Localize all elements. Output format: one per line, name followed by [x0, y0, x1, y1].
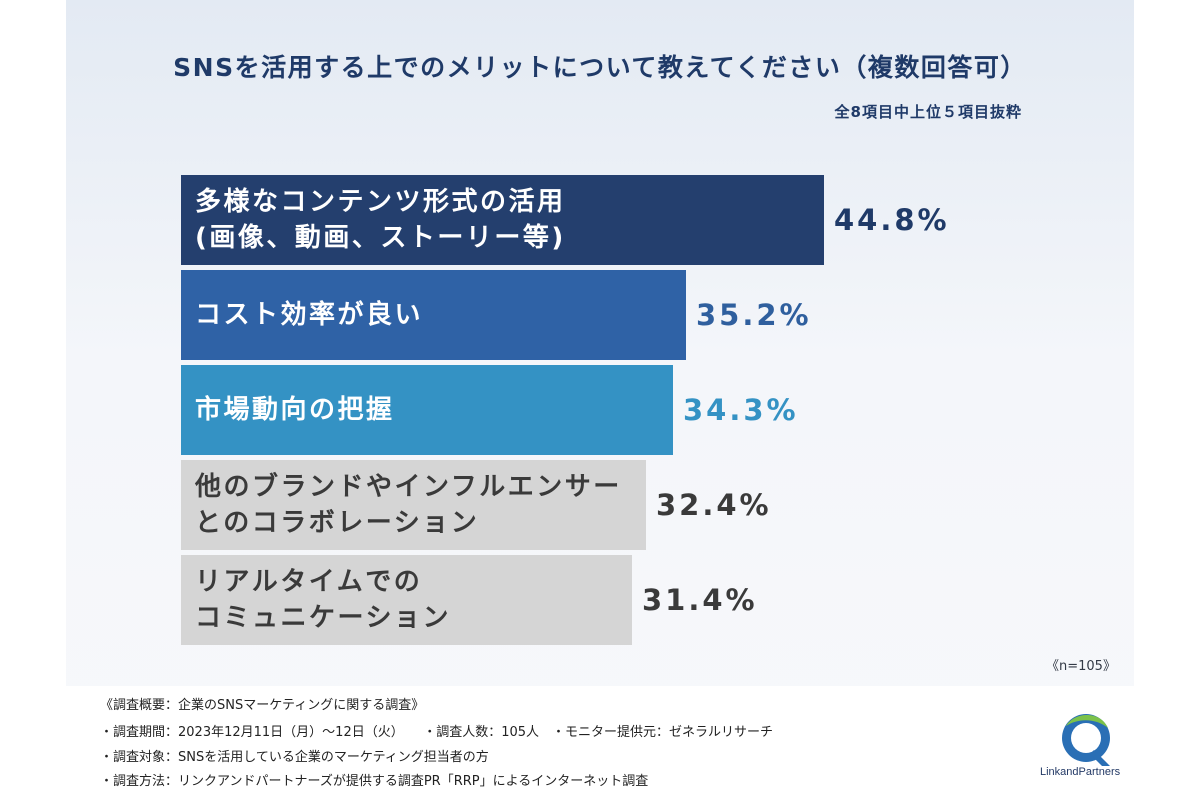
bar-label: コスト効率が良い [195, 299, 424, 330]
bar: 多様なコンテンツ形式の活用 (画像、動画、ストーリー等) [181, 175, 824, 265]
bar: 他のブランドやインフルエンサー とのコラボレーション [181, 460, 646, 550]
survey-footer: 《調査概要：企業のSNSマーケティングに関する調査》 ・調査期間：2023年12… [66, 686, 1134, 800]
bar-label: 他のブランドやインフルエンサー とのコラボレーション [195, 471, 622, 538]
bar: 市場動向の把握 [181, 365, 673, 455]
footer-line-1: 《調査概要：企業のSNSマーケティングに関する調査》 [100, 698, 425, 713]
chart-subtitle: 全8項目中上位５項目抜粋 [834, 103, 1022, 121]
bar-label: 多様なコンテンツ形式の活用 (画像、動画、ストーリー等) [195, 186, 566, 253]
bar-value-label: 34.3% [683, 393, 799, 427]
logo-text: LinkandPartners [1040, 766, 1121, 778]
footer-line-4: ・調査方法：リンクアンドパートナーズが提供する調査PR「RRP」によるインターネ… [100, 774, 649, 789]
sample-size-note: 《n=105》 [1046, 659, 1116, 674]
footer-line-3: ・調査対象：SNSを活用している企業のマーケティング担当者の方 [100, 750, 489, 765]
bar: コスト効率が良い [181, 270, 686, 360]
link-and-partners-logo-icon [1062, 714, 1110, 766]
bar-value-label: 44.8% [834, 203, 950, 237]
bar-value-label: 35.2% [696, 298, 812, 332]
bar-value-label: 31.4% [642, 583, 758, 617]
page-title: SNSを活用する上でのメリットについて教えてください（複数回答可） [173, 53, 1027, 82]
footer-line-2: ・調査期間：2023年12月11日（月）〜12日（火） ・調査人数：105人 ・… [100, 725, 774, 740]
bar-label: リアルタイムでの コミュニケーション [195, 566, 451, 633]
bar: リアルタイムでの コミュニケーション [181, 555, 632, 645]
bar-value-label: 32.4% [656, 488, 772, 522]
bar-label: 市場動向の把握 [195, 394, 395, 425]
